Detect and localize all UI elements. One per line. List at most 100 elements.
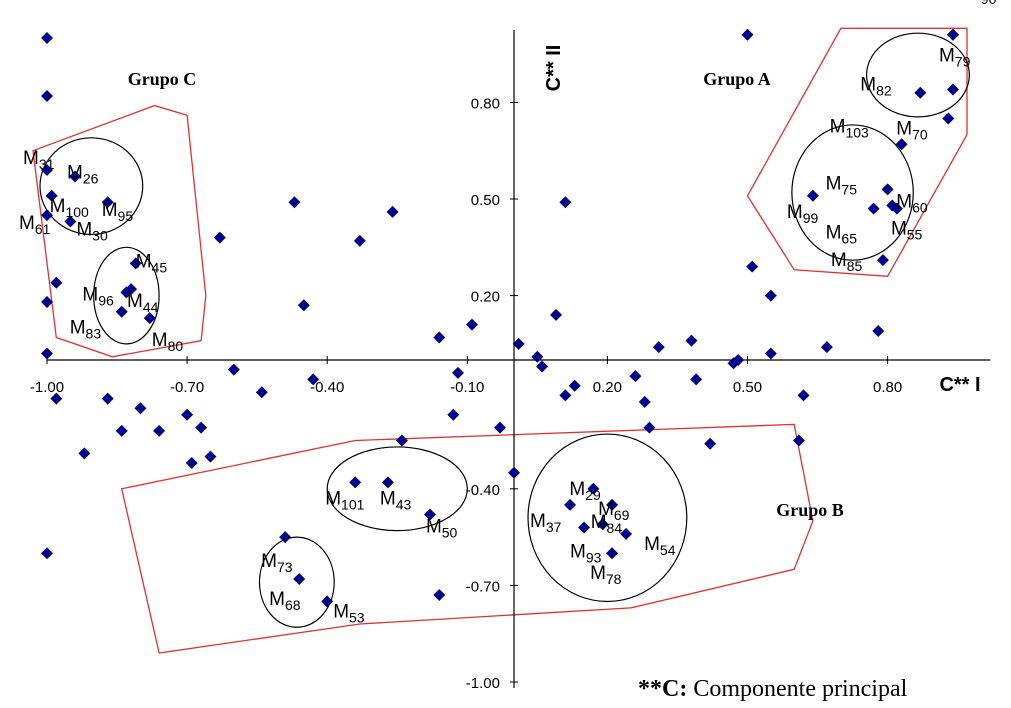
cluster-ellipse-4 (527, 433, 688, 603)
data-point-m54 (620, 527, 633, 540)
data-point (465, 318, 478, 331)
y-tick-label: -0.40 (466, 482, 500, 499)
data-point-m78 (606, 547, 619, 560)
point-label-m100: M100 (50, 196, 89, 220)
point-label-m29: M29 (569, 479, 601, 503)
point-label-m40: M40 (915, 0, 947, 3)
x-tick-label: 0.80 (873, 379, 902, 396)
group-outline-0 (746, 27, 968, 277)
point-label-m54: M54 (644, 534, 676, 558)
data-point (204, 450, 217, 463)
footnote: **C: Componente principal (638, 676, 908, 702)
data-point (153, 424, 166, 437)
cluster-ellipses-layer (39, 32, 970, 628)
point-label-m83: M83 (70, 318, 102, 342)
y-tick-label: 0.20 (471, 289, 500, 306)
point-label-m26: M26 (67, 162, 99, 186)
point-label-m85: M85 (831, 250, 863, 274)
data-point (181, 408, 194, 421)
data-point-m99 (806, 189, 819, 202)
data-point (559, 196, 572, 209)
point-label-m45: M45 (136, 251, 168, 275)
data-point-m73 (279, 531, 292, 544)
x-tick-label: -0.70 (170, 379, 204, 396)
group-label-grupo-c: Grupo C (128, 69, 197, 89)
data-point-m31 (41, 164, 53, 177)
point-label-m44: M44 (127, 291, 159, 315)
point-label-m68: M68 (269, 589, 301, 613)
data-point (41, 547, 53, 560)
data-point-m26 (69, 170, 82, 183)
data-point (550, 308, 563, 321)
x-tick-label: 0.20 (593, 379, 622, 396)
point-label-m101: M101 (325, 488, 364, 512)
data-point (41, 89, 53, 102)
point-label-m96: M96 (82, 284, 114, 308)
data-point-m37 (564, 498, 577, 511)
point-label-m53: M53 (333, 602, 365, 626)
data-point-m65 (867, 202, 880, 215)
data-point (508, 466, 520, 479)
data-point (741, 28, 754, 41)
data-point (704, 437, 717, 450)
data-point (41, 296, 53, 309)
data-point (353, 234, 366, 247)
point-label-m79: M79 (939, 46, 971, 70)
data-point (195, 421, 208, 434)
data-point (433, 589, 446, 602)
data-point (568, 379, 581, 392)
data-point-m55 (890, 202, 903, 215)
group-outlines-layer (32, 27, 968, 654)
data-point (78, 447, 91, 460)
group-label-grupo-b: Grupo B (776, 500, 844, 520)
data-point (629, 370, 642, 383)
x-axis-title: C** I (939, 374, 980, 396)
data-point (764, 289, 777, 302)
data-point-m75 (881, 183, 894, 196)
point-label-m84: M84 (591, 512, 623, 536)
data-point-m61 (41, 209, 53, 222)
annotations-layer: Grupo A Grupo B Grupo C **C: Componente pri… (128, 69, 908, 702)
point-label-m43: M43 (380, 488, 412, 512)
data-point-m90 (946, 28, 959, 41)
data-point-m100 (45, 189, 58, 202)
data-point (536, 360, 549, 373)
point-label-m75: M75 (826, 173, 858, 197)
data-point (727, 357, 740, 370)
data-point (288, 196, 301, 209)
data-point (820, 341, 833, 354)
point-label-m90: M90 (965, 0, 997, 7)
data-point-m44 (125, 283, 138, 296)
data-point-m82 (914, 86, 927, 99)
data-point-m83 (115, 305, 128, 318)
cluster-ellipse-3 (258, 536, 335, 628)
x-tick-label: -0.10 (450, 379, 484, 396)
cluster-ellipse-2 (326, 446, 468, 532)
data-point (690, 373, 703, 386)
data-point (297, 299, 310, 312)
data-point (213, 231, 226, 244)
y-tick-label: 0.80 (471, 95, 500, 112)
data-point-m95 (101, 196, 114, 209)
data-point (433, 331, 446, 344)
point-label-m80: M80 (152, 330, 184, 354)
data-point-m45 (129, 257, 142, 270)
point-label-m55: M55 (891, 219, 923, 243)
point-label-m78: M78 (590, 563, 622, 587)
data-point (638, 395, 651, 408)
data-point (559, 389, 572, 402)
data-point-m93 (578, 521, 591, 534)
data-point (643, 421, 656, 434)
data-point-m50 (423, 508, 436, 521)
data-point (451, 366, 464, 379)
point-label-m30: M30 (76, 220, 108, 244)
data-point-m84 (596, 518, 609, 531)
point-label-m103: M103 (830, 116, 869, 140)
data-point (227, 363, 240, 376)
cluster-ellipse-6 (93, 246, 160, 345)
y-tick-label: -1.00 (466, 675, 500, 692)
data-point (50, 392, 63, 405)
point-label-m65: M65 (826, 223, 858, 247)
y-tick-label: -0.70 (466, 578, 500, 595)
